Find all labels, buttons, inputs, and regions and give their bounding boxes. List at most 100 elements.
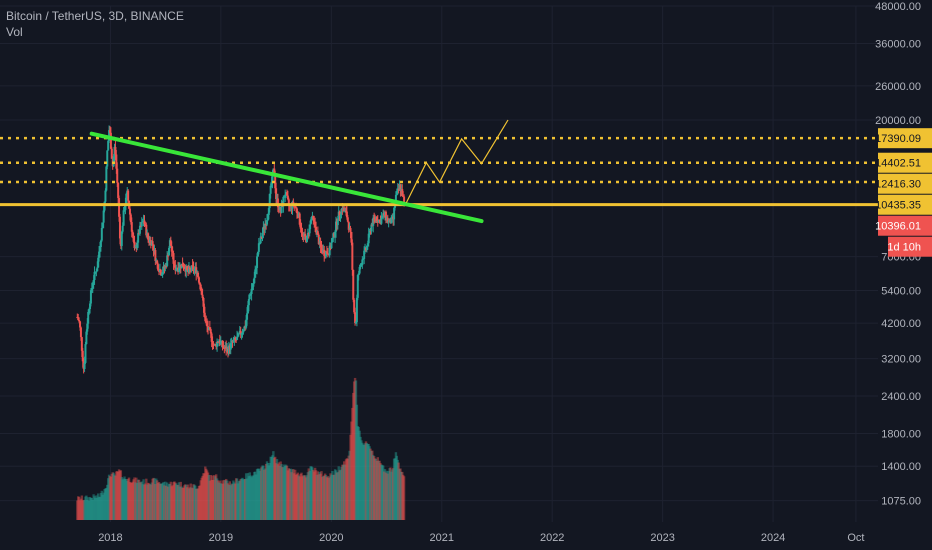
candle-body bbox=[305, 236, 308, 242]
volume-bar bbox=[260, 466, 263, 520]
volume-bar bbox=[149, 484, 153, 520]
candle-body bbox=[309, 220, 312, 225]
candle-body bbox=[95, 271, 98, 273]
candle-body bbox=[328, 245, 331, 256]
volume-bar bbox=[344, 459, 348, 520]
candle-body bbox=[157, 264, 160, 271]
volume-bar bbox=[376, 457, 379, 520]
candle-body bbox=[307, 232, 310, 234]
candle-body bbox=[377, 219, 380, 223]
volume-bar bbox=[274, 463, 278, 520]
volume-bar bbox=[217, 482, 221, 520]
volume-bar bbox=[227, 484, 231, 520]
candle-body bbox=[355, 297, 358, 323]
candle-body bbox=[174, 265, 177, 271]
price-label-text: 10435.35 bbox=[875, 200, 921, 212]
symbol-title[interactable]: Bitcoin / TetherUS, 3D, BINANCE bbox=[6, 9, 184, 23]
y-tick-label: 36000.00 bbox=[875, 38, 921, 50]
candle-body bbox=[368, 230, 371, 234]
candle-body bbox=[346, 217, 349, 222]
volume-bar bbox=[271, 455, 274, 520]
volume-bar bbox=[283, 464, 286, 520]
volume-bar bbox=[99, 492, 103, 520]
volume-bar bbox=[180, 486, 183, 520]
candle-body bbox=[314, 221, 317, 227]
volume-bar bbox=[224, 478, 228, 520]
candle-body bbox=[213, 344, 216, 346]
volume-bar bbox=[222, 483, 225, 520]
candle-body bbox=[306, 232, 309, 237]
time-axis[interactable]: 2018 2019 2020 2021 2022 2023 2024 Oct bbox=[98, 532, 864, 544]
candle-body bbox=[79, 327, 82, 338]
candle-body bbox=[236, 333, 239, 337]
projection-path[interactable] bbox=[405, 119, 509, 203]
price-label-box bbox=[878, 173, 932, 194]
volume-bar bbox=[362, 445, 366, 520]
horizontal-levels[interactable] bbox=[0, 136, 878, 207]
volume-bar bbox=[115, 471, 118, 520]
candle-body bbox=[259, 236, 262, 244]
volume-bar bbox=[238, 480, 241, 520]
candle-body bbox=[136, 242, 139, 249]
volume-bar bbox=[280, 464, 283, 520]
volume-bar bbox=[78, 500, 82, 520]
candle-body bbox=[276, 198, 279, 208]
volume-bar bbox=[350, 421, 353, 520]
volume-bar bbox=[159, 483, 163, 520]
indicator-vol[interactable]: Vol bbox=[6, 25, 23, 39]
volume-bar bbox=[165, 482, 169, 520]
volume-bar bbox=[339, 469, 342, 520]
volume-bar bbox=[389, 467, 392, 520]
volume-bar bbox=[390, 471, 393, 520]
candle-body bbox=[235, 339, 238, 341]
volume-bar bbox=[134, 482, 137, 520]
volume-bar bbox=[192, 484, 195, 520]
candle-body bbox=[378, 219, 381, 221]
candle-body bbox=[141, 221, 144, 223]
candle-body bbox=[394, 194, 397, 203]
volume-bar bbox=[211, 475, 214, 520]
candle-body bbox=[222, 346, 225, 348]
candle-body bbox=[100, 227, 103, 241]
candle-body bbox=[173, 263, 176, 266]
volume-bar bbox=[391, 467, 395, 520]
volume-bar bbox=[219, 483, 222, 520]
candle-body bbox=[304, 233, 307, 237]
candle-body bbox=[172, 253, 175, 264]
grid bbox=[0, 5, 878, 522]
volume-bar bbox=[386, 473, 389, 520]
volume-bar bbox=[366, 444, 369, 520]
volume-bar bbox=[348, 450, 351, 520]
volume-bar bbox=[126, 478, 130, 520]
volume-bar bbox=[373, 458, 377, 520]
volume-bar bbox=[342, 464, 345, 520]
candle-body bbox=[152, 244, 155, 251]
trendline-layer[interactable] bbox=[89, 119, 509, 224]
x-tick-label: 2024 bbox=[761, 532, 785, 544]
volume-bar bbox=[83, 500, 86, 520]
volume-bar bbox=[391, 469, 394, 520]
volume-bar bbox=[251, 475, 254, 520]
candle-body bbox=[114, 146, 117, 155]
volume-bar bbox=[187, 488, 191, 520]
candle-body bbox=[154, 250, 157, 261]
volume-bar bbox=[242, 479, 245, 520]
volume-bar bbox=[77, 496, 81, 520]
volume-bar bbox=[155, 478, 158, 520]
candle-body bbox=[190, 265, 193, 271]
volume-bar bbox=[328, 476, 331, 520]
candle-body bbox=[97, 257, 100, 268]
candle-body bbox=[362, 258, 365, 260]
volume-bar bbox=[96, 497, 99, 520]
descending-trendline[interactable] bbox=[89, 131, 484, 224]
volume-bar bbox=[201, 475, 204, 520]
volume-bar bbox=[343, 464, 347, 520]
volume-bar bbox=[87, 500, 91, 520]
volume-bar bbox=[305, 475, 309, 520]
candle-body bbox=[240, 333, 243, 335]
volume-bar bbox=[275, 459, 279, 520]
candle-body bbox=[101, 222, 104, 228]
volume-bar bbox=[145, 478, 148, 520]
